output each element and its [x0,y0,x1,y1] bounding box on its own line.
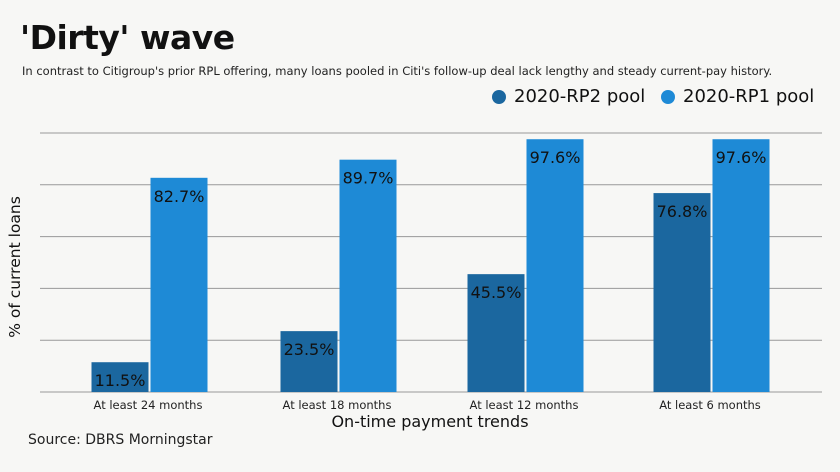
x-axis-label: On-time payment trends [331,412,529,431]
source-note: Source: DBRS Morningstar [28,432,213,448]
bar-rp2 [467,274,525,392]
legend-label-rp1: 2020-RP1 pool [683,86,815,107]
bar-rp1 [526,139,584,392]
legend-item-rp1: 2020-RP1 pool [661,86,814,107]
legend-swatch-rp2 [492,89,506,104]
bar-rp2 [653,193,711,392]
legend-item-rp2: 2020-RP2 pool [492,86,645,107]
data-label: 23.5% [284,340,335,359]
data-label: 45.5% [471,283,522,302]
data-label: 82.7% [154,187,205,206]
bar-rp2 [280,331,338,392]
data-label: 76.8% [657,202,708,221]
y-axis-label: % of current loans [6,196,24,338]
bar-rp2 [91,362,149,392]
x-tick-labels: At least 24 months At least 18 months At l… [94,398,761,412]
bar-rp1 [712,139,770,392]
legend: 2020-RP2 pool 2020-RP1 pool [0,86,840,116]
chart-subtitle: In contrast to Citigroup's prior RPL off… [22,64,773,78]
legend-swatch-rp1 [661,89,675,104]
x-tick-label: At least 12 months [470,398,579,412]
data-label: 97.6% [716,148,767,167]
x-tick-label: At least 18 months [283,398,392,412]
legend-label-rp2: 2020-RP2 pool [514,86,646,107]
chart-title: 'Dirty' wave [20,18,235,57]
bars [91,139,770,392]
data-label: 89.7% [343,169,394,188]
bar-rp1 [150,177,208,392]
x-tick-label: At least 24 months [94,398,203,412]
data-label: 11.5% [95,371,146,390]
data-label: 97.6% [530,148,581,167]
x-tick-label: At least 6 months [659,398,761,412]
bar-labels: 11.5% 82.7% 23.5% 89.7% 45.5% 97.6% 76.8% 97.6% [95,148,767,390]
bar-rp1 [339,159,397,392]
